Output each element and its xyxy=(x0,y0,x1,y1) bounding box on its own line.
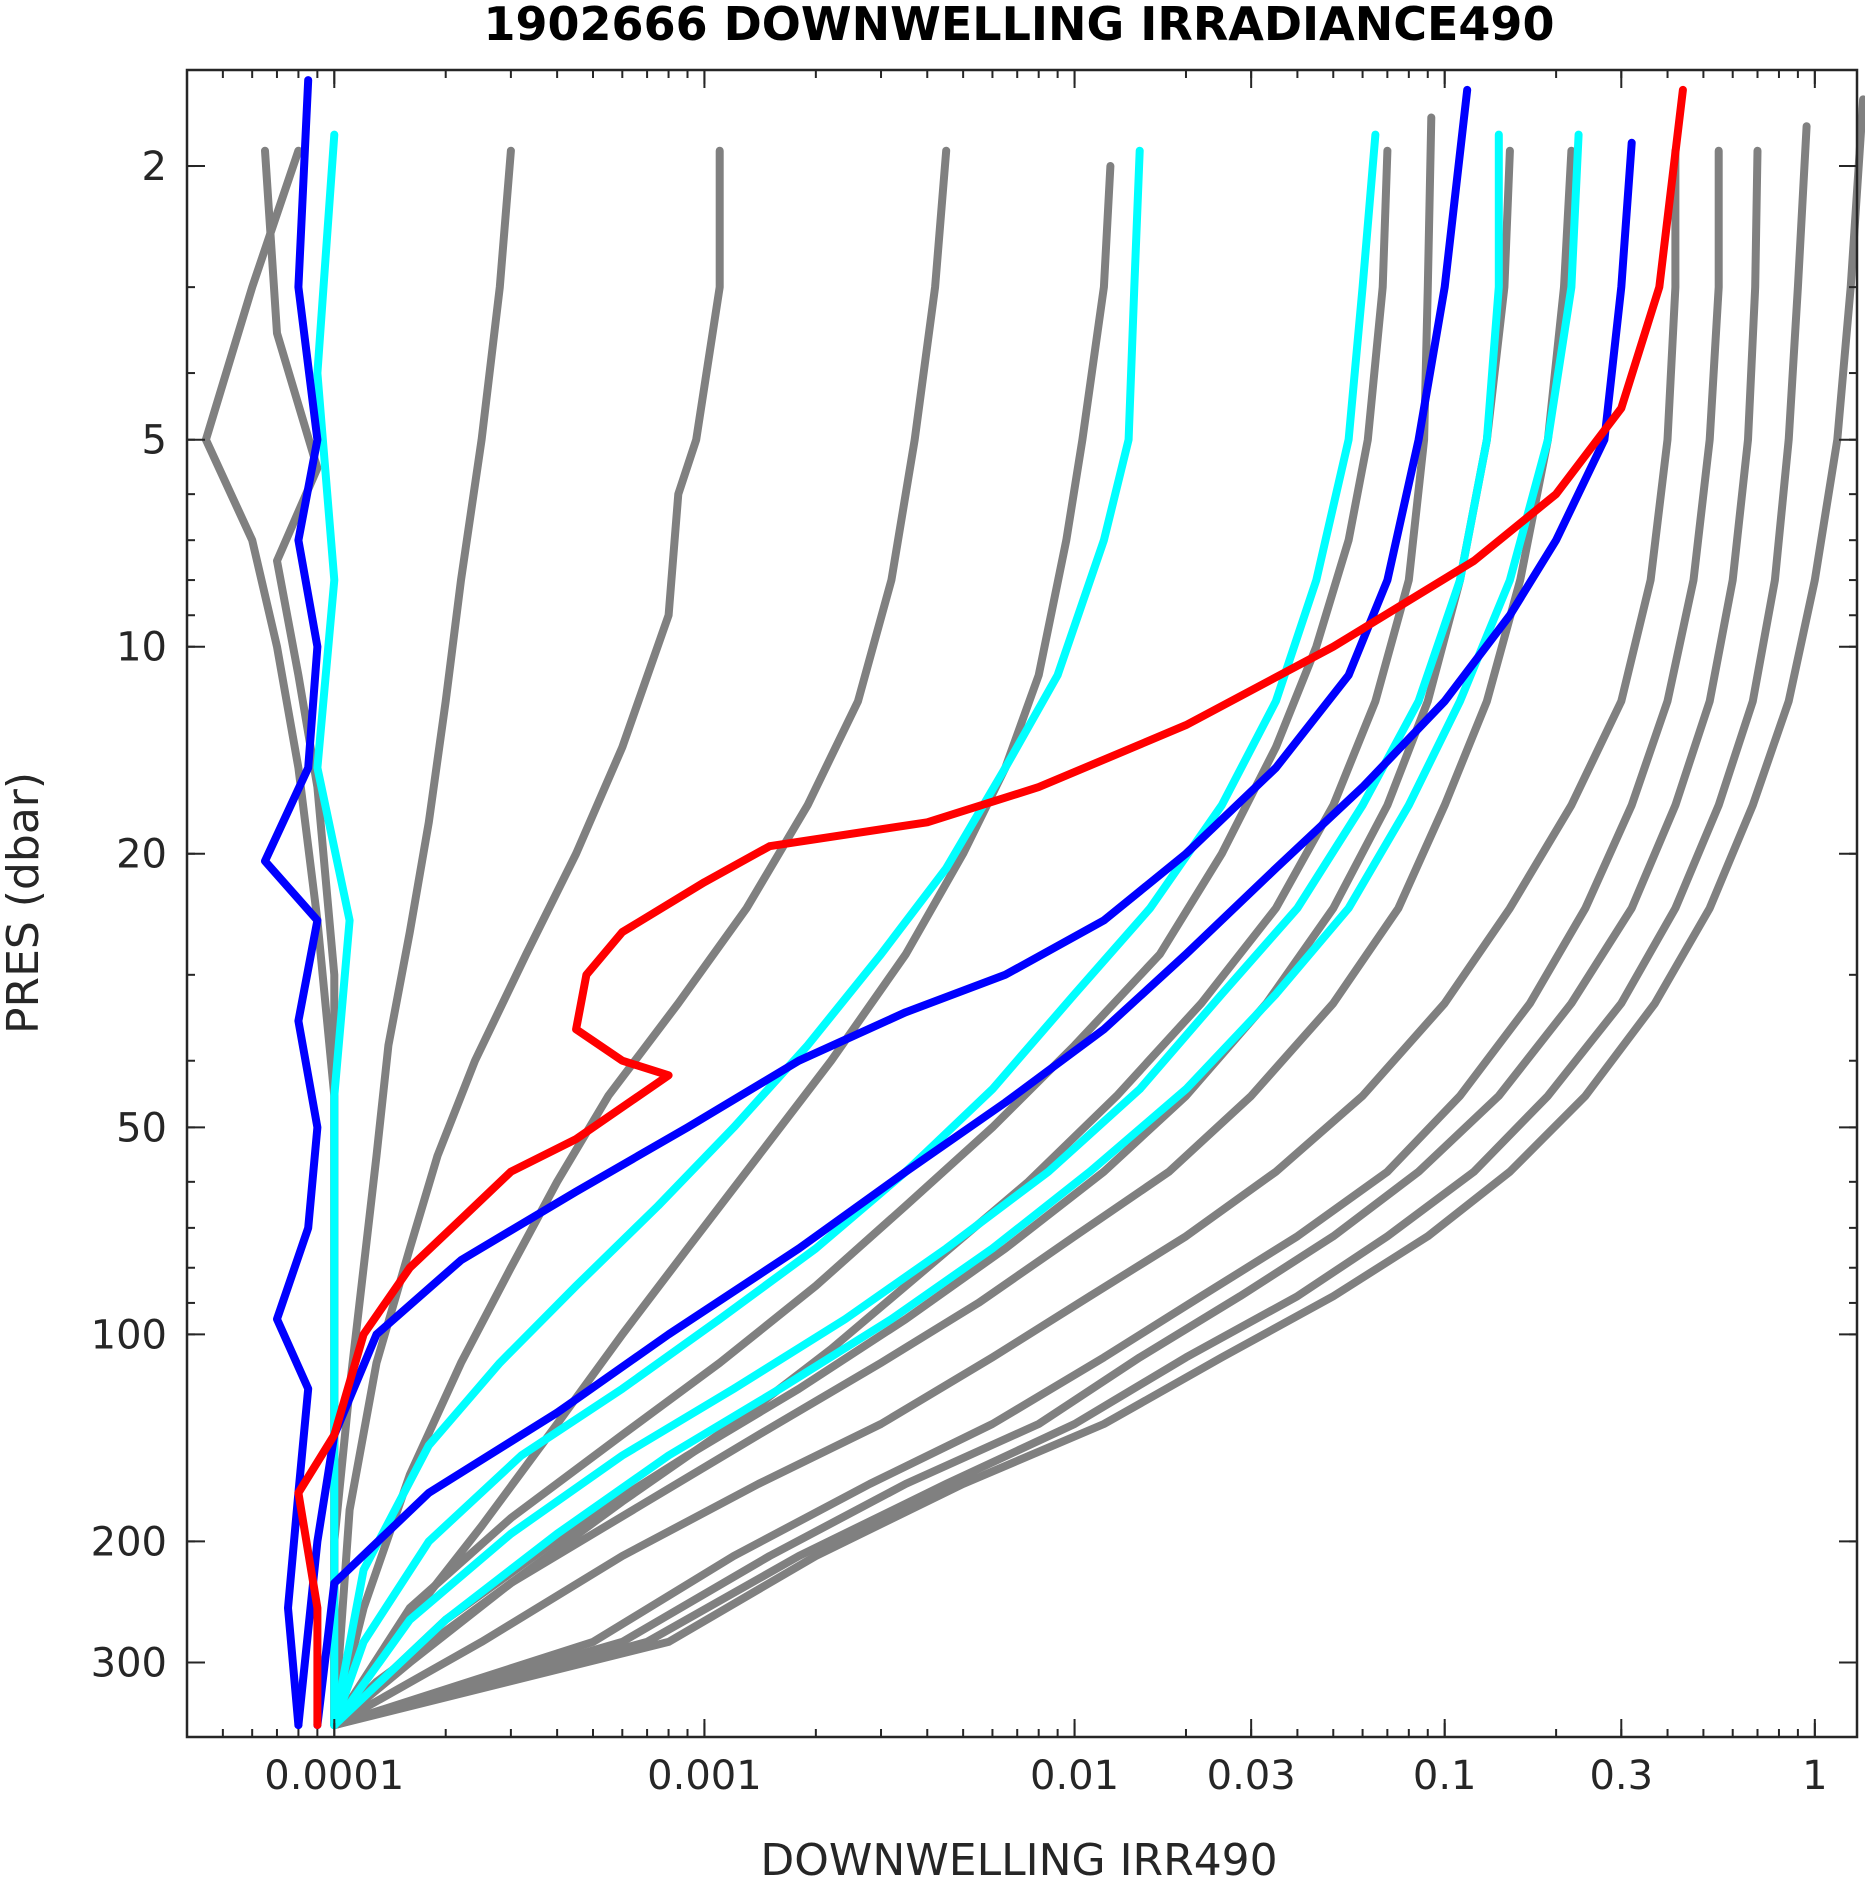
profile-line-gray xyxy=(330,162,1115,1730)
x-tick-label: 0.0001 xyxy=(264,1753,404,1799)
profile-line-gray xyxy=(330,146,951,1730)
profile-line-blue xyxy=(313,138,1636,1730)
profile-line-gray xyxy=(261,146,339,1730)
x-tick-label: 0.1 xyxy=(1413,1753,1477,1799)
x-tick-label: 0.01 xyxy=(1030,1753,1119,1799)
profile-line-gray xyxy=(330,122,1811,1730)
y-tick-label: 50 xyxy=(116,1105,167,1151)
y-tick-label: 300 xyxy=(91,1640,167,1686)
profile-line-blue xyxy=(294,85,1472,1730)
y-axis-label: PRES (dbar) xyxy=(0,772,49,1034)
chart-title: 1902666 DOWNWELLING IRRADIANCE490 xyxy=(484,0,1555,51)
profile-line-gray xyxy=(330,146,1392,1730)
x-tick-label: 0.03 xyxy=(1207,1753,1296,1799)
tick-layer: 0.0001 0.001 0.01 0.03 0.1 0.3 1 2 5 10 20 50 100 200… xyxy=(91,70,1857,1799)
profile-line-gray xyxy=(330,146,724,1730)
y-tick-label: 10 xyxy=(116,625,167,671)
profile-line-cyan xyxy=(313,130,354,1730)
profile-line-cyan xyxy=(330,130,1583,1730)
profile-line-cyan xyxy=(330,130,1380,1730)
x-axis-label: DOWNWELLING IRR490 xyxy=(760,1835,1277,1881)
x-tick-label: 0.001 xyxy=(647,1753,762,1799)
y-tick-label: 200 xyxy=(91,1519,167,1565)
profile-line-gray xyxy=(330,146,1762,1730)
plot-frame xyxy=(185,68,1859,1739)
profile-line-red xyxy=(294,85,1687,1730)
y-tick-label: 100 xyxy=(91,1312,167,1358)
y-tick-label: 20 xyxy=(116,832,167,878)
profile-line-gray xyxy=(330,146,1576,1730)
profile-line-cyan xyxy=(330,146,1144,1730)
profile-line-gray xyxy=(330,146,1680,1730)
y-tick-label: 2 xyxy=(142,144,167,190)
x-tick-label: 0.3 xyxy=(1589,1753,1653,1799)
series-layer xyxy=(201,76,1865,1730)
profile-line-gray xyxy=(330,95,1865,1730)
profile-line-gray xyxy=(330,113,1436,1730)
profile-line-gray xyxy=(330,146,1723,1730)
x-tick-label: 1 xyxy=(1802,1753,1827,1799)
profile-line-cyan xyxy=(330,130,1503,1730)
profile-line-gray xyxy=(201,146,339,1730)
y-tick-label: 5 xyxy=(142,418,167,464)
profile-line-blue xyxy=(261,76,322,1730)
